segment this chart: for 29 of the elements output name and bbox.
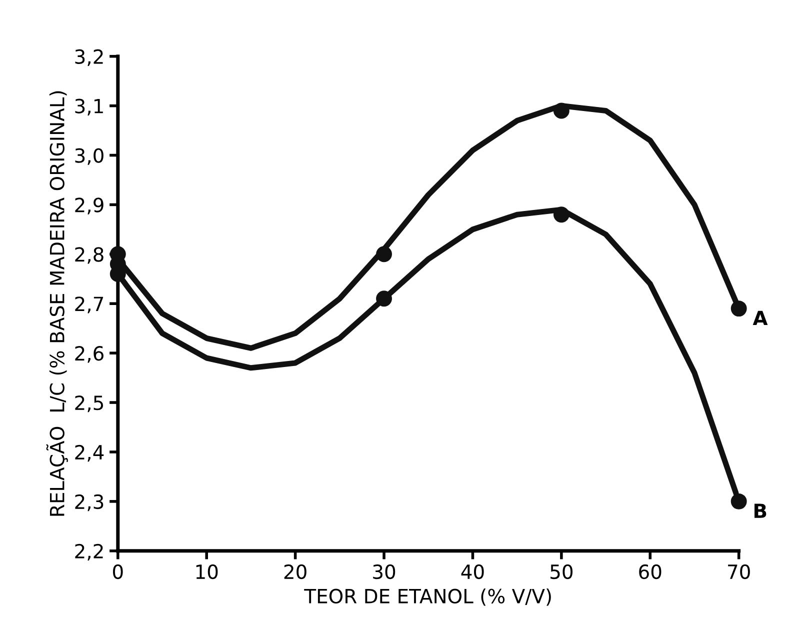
- y-tick-label: 2,3: [75, 494, 104, 512]
- point: [553, 102, 570, 119]
- y-tick-label: 3,2: [75, 49, 103, 66]
- x-tick-label: 50: [550, 564, 573, 580]
- point: [376, 290, 392, 307]
- y-tick-label: 2,5: [75, 395, 104, 412]
- series-label: A: [752, 310, 768, 326]
- y-tick-label: 2,6: [75, 346, 104, 363]
- x-tick-label: 10: [196, 564, 218, 580]
- y-tick-label: 2,2: [75, 544, 103, 561]
- point: [553, 206, 570, 223]
- x-axis-title: TEOR DE ETANOL (% V/V): [304, 588, 551, 606]
- y-axis-title: RELAÇÃO L/C (% BASE MADEIRA ORIGINAL): [46, 91, 68, 516]
- x-tick-label: 0: [112, 564, 123, 580]
- x-tick-label: 70: [728, 564, 750, 580]
- x-tick-label: 20: [284, 564, 306, 580]
- x-tick-label: 30: [373, 564, 396, 580]
- x-tick-label: 40: [461, 564, 484, 580]
- y-tick-label: 2,7: [75, 296, 104, 314]
- y-tick-label: 3,0: [75, 148, 104, 165]
- series-label: B: [754, 504, 766, 518]
- y-tick-label: 3,1: [75, 98, 103, 116]
- point: [730, 493, 747, 510]
- y-tick-label: 2,4: [75, 444, 104, 462]
- y-tick-label: 2,8: [75, 247, 104, 264]
- point: [730, 300, 747, 317]
- y-tick-label: 2,9: [75, 198, 104, 214]
- x-tick-label: 60: [639, 564, 662, 580]
- point: [376, 246, 392, 262]
